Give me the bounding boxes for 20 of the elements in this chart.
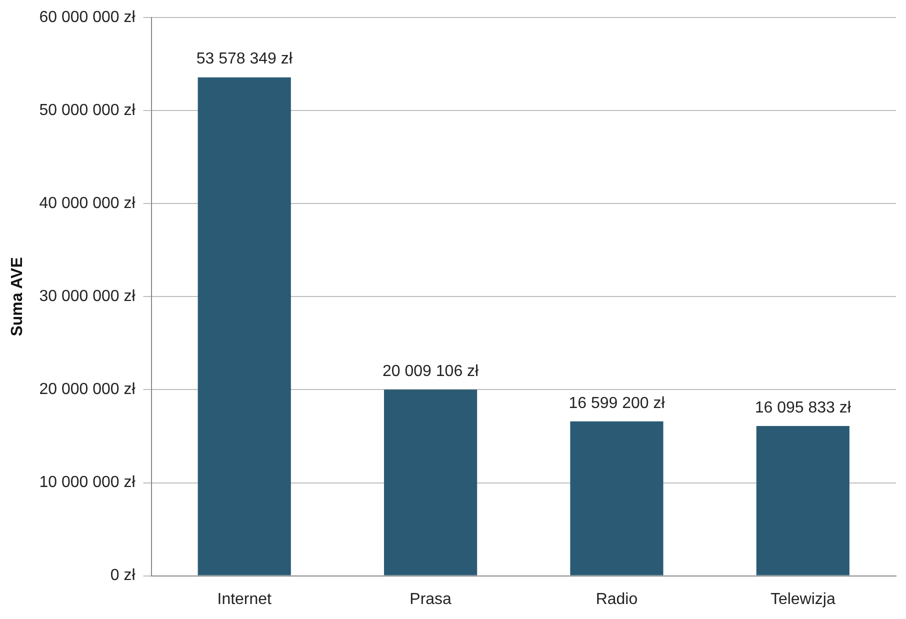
data-label: 53 578 349 zł	[196, 50, 293, 68]
y-tick-label: 30 000 000 zł	[39, 288, 136, 306]
y-tick-label: 0 zł	[110, 567, 136, 584]
data-label: 16 095 833 zł	[754, 399, 852, 416]
bar	[756, 426, 850, 576]
bar	[198, 77, 291, 576]
x-tick-label: Internet	[217, 590, 272, 608]
data-label: 16 599 200 zł	[568, 394, 666, 412]
y-tick-label: 20 000 000 zł	[39, 381, 136, 398]
x-tick-label: Prasa	[410, 590, 452, 608]
y-tick-label: 60 000 000 zł	[39, 9, 136, 26]
y-tick-label: 50 000 000 zł	[39, 102, 136, 120]
x-tick-label: Radio	[596, 590, 638, 608]
bar	[570, 421, 664, 576]
bar	[384, 390, 478, 576]
y-tick-label: 10 000 000 zł	[39, 474, 136, 492]
x-tick-label: Telewizja	[770, 590, 836, 608]
data-label: 20 009 106 zł	[382, 363, 480, 380]
y-tick-label: 40 000 000 zł	[39, 195, 136, 212]
y-axis-title: Suma AVE	[9, 256, 26, 336]
